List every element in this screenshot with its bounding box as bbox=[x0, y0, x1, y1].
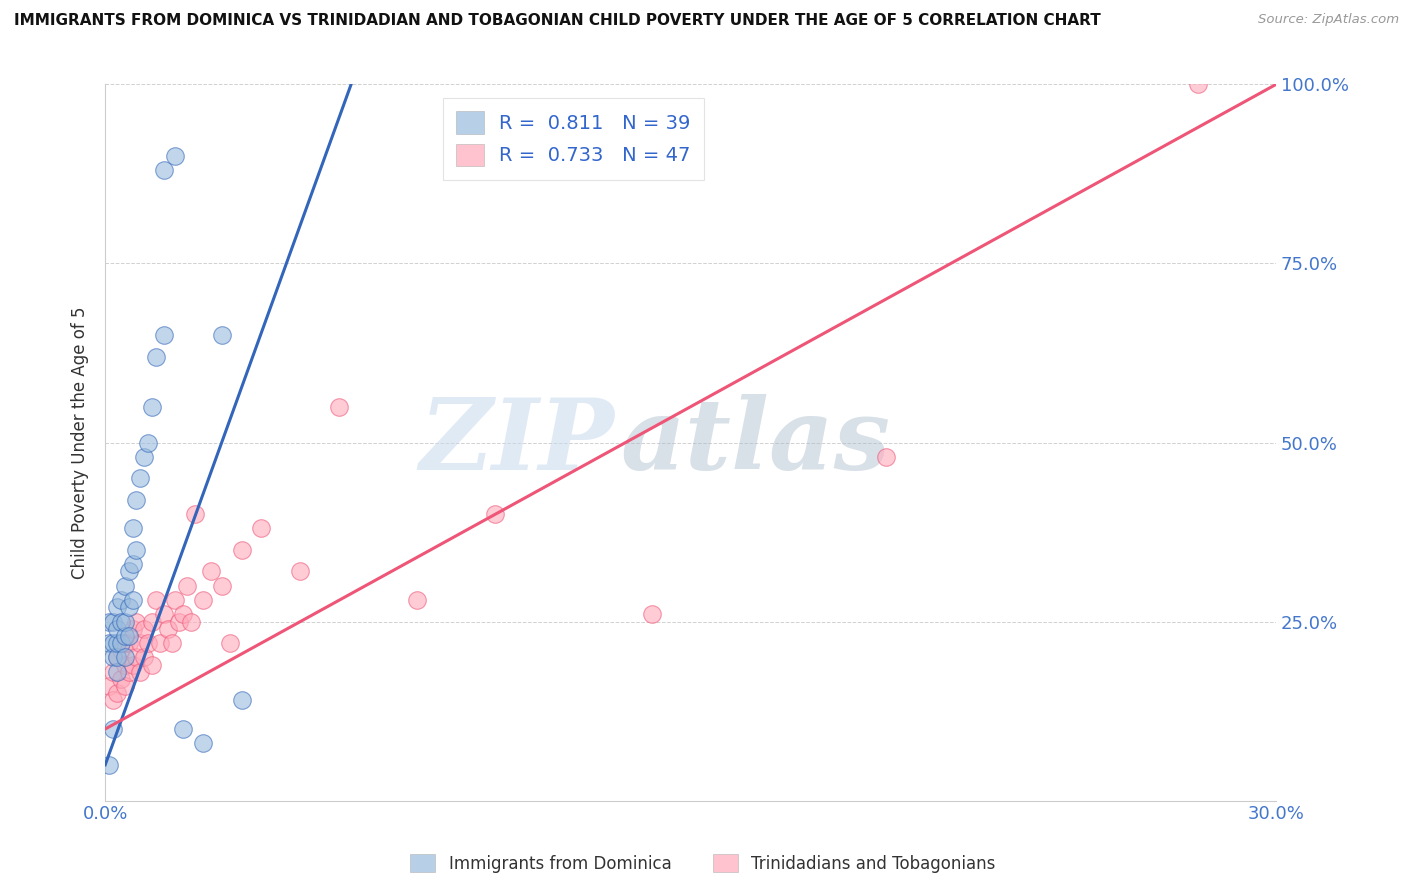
Text: IMMIGRANTS FROM DOMINICA VS TRINIDADIAN AND TOBAGONIAN CHILD POVERTY UNDER THE A: IMMIGRANTS FROM DOMINICA VS TRINIDADIAN … bbox=[14, 13, 1101, 29]
Point bbox=[165, 149, 187, 163]
Point bbox=[121, 657, 143, 672]
Point bbox=[180, 615, 202, 629]
Point bbox=[160, 636, 183, 650]
Point bbox=[145, 350, 167, 364]
Point bbox=[105, 622, 128, 636]
Point bbox=[121, 521, 143, 535]
Point bbox=[290, 565, 312, 579]
Point bbox=[98, 636, 121, 650]
Point bbox=[117, 600, 139, 615]
Point bbox=[184, 507, 207, 521]
Point bbox=[110, 672, 132, 686]
Point bbox=[406, 593, 429, 607]
Point bbox=[121, 593, 143, 607]
Point bbox=[114, 657, 136, 672]
Point bbox=[129, 665, 152, 679]
Point bbox=[105, 665, 128, 679]
Point bbox=[200, 565, 222, 579]
Point bbox=[129, 636, 152, 650]
Point bbox=[110, 615, 132, 629]
Point bbox=[117, 629, 139, 643]
Point bbox=[328, 400, 350, 414]
Point bbox=[136, 636, 159, 650]
Point bbox=[129, 471, 152, 485]
Point bbox=[141, 615, 163, 629]
Point bbox=[165, 593, 187, 607]
Point bbox=[134, 450, 156, 464]
Point bbox=[98, 679, 121, 693]
Point bbox=[136, 435, 159, 450]
Point bbox=[191, 736, 214, 750]
Point bbox=[219, 636, 242, 650]
Point bbox=[101, 615, 124, 629]
Point bbox=[114, 679, 136, 693]
Point bbox=[141, 400, 163, 414]
Point bbox=[98, 757, 121, 772]
Text: Source: ZipAtlas.com: Source: ZipAtlas.com bbox=[1258, 13, 1399, 27]
Point bbox=[176, 579, 198, 593]
Point bbox=[114, 636, 136, 650]
Point bbox=[121, 622, 143, 636]
Y-axis label: Child Poverty Under the Age of 5: Child Poverty Under the Age of 5 bbox=[72, 306, 89, 579]
Point bbox=[125, 543, 148, 558]
Point bbox=[125, 492, 148, 507]
Point bbox=[105, 636, 128, 650]
Point bbox=[134, 650, 156, 665]
Point bbox=[114, 579, 136, 593]
Point bbox=[117, 636, 139, 650]
Point bbox=[152, 607, 174, 622]
Point bbox=[114, 615, 136, 629]
Point bbox=[105, 650, 128, 665]
Point bbox=[156, 622, 179, 636]
Point bbox=[101, 665, 124, 679]
Point bbox=[134, 622, 156, 636]
Point bbox=[105, 600, 128, 615]
Point bbox=[640, 607, 662, 622]
Point bbox=[105, 686, 128, 700]
Point bbox=[875, 450, 897, 464]
Text: atlas: atlas bbox=[620, 394, 890, 491]
Point bbox=[484, 507, 506, 521]
Point bbox=[152, 163, 174, 178]
Point bbox=[101, 636, 124, 650]
Point bbox=[172, 607, 194, 622]
Point bbox=[117, 665, 139, 679]
Point bbox=[231, 543, 253, 558]
Point bbox=[152, 328, 174, 343]
Point bbox=[117, 565, 139, 579]
Point bbox=[101, 693, 124, 707]
Legend: R =  0.811   N = 39, R =  0.733   N = 47: R = 0.811 N = 39, R = 0.733 N = 47 bbox=[443, 98, 704, 179]
Point bbox=[172, 722, 194, 736]
Point bbox=[101, 722, 124, 736]
Point bbox=[114, 650, 136, 665]
Legend: Immigrants from Dominica, Trinidadians and Tobagonians: Immigrants from Dominica, Trinidadians a… bbox=[404, 847, 1002, 880]
Point bbox=[110, 643, 132, 657]
Point bbox=[98, 615, 121, 629]
Point bbox=[105, 650, 128, 665]
Point bbox=[169, 615, 191, 629]
Point bbox=[145, 593, 167, 607]
Point bbox=[110, 636, 132, 650]
Point bbox=[141, 657, 163, 672]
Point bbox=[101, 650, 124, 665]
Point bbox=[121, 558, 143, 572]
Point bbox=[110, 593, 132, 607]
Text: ZIP: ZIP bbox=[419, 394, 614, 491]
Point bbox=[191, 593, 214, 607]
Point bbox=[211, 579, 233, 593]
Point bbox=[211, 328, 233, 343]
Point bbox=[1187, 78, 1209, 92]
Point bbox=[125, 650, 148, 665]
Point bbox=[149, 636, 172, 650]
Point bbox=[114, 629, 136, 643]
Point bbox=[125, 615, 148, 629]
Point bbox=[250, 521, 273, 535]
Point bbox=[231, 693, 253, 707]
